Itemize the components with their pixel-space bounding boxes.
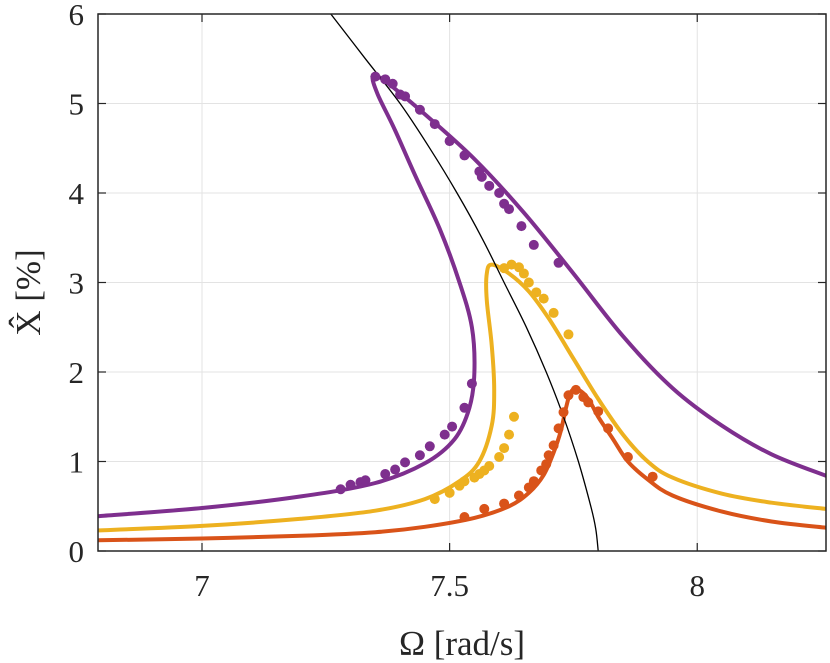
- series-1-point: [516, 221, 527, 232]
- series-1-point: [476, 171, 487, 182]
- x-tick-label: 8: [689, 568, 705, 603]
- series-1-point: [387, 78, 398, 89]
- series-2-point: [494, 452, 505, 463]
- series-1-point: [390, 464, 401, 475]
- series-2-point: [538, 293, 549, 304]
- series-2-point: [499, 263, 510, 274]
- x-tick-label: 7.5: [430, 568, 469, 603]
- series-2-point: [459, 476, 470, 487]
- series-3-point: [647, 471, 658, 482]
- series-2-point: [444, 487, 455, 498]
- y-tick-label: 1: [69, 445, 85, 480]
- series-2-point: [523, 277, 534, 288]
- series-1-point: [429, 119, 440, 130]
- y-tick-label: 6: [69, 0, 85, 32]
- series-1-point: [414, 450, 425, 461]
- series-1-point: [345, 479, 356, 490]
- series-1-point: [466, 378, 477, 389]
- y-tick-label: 2: [69, 355, 85, 390]
- series-1-line: [98, 73, 826, 519]
- series-1-point: [444, 136, 455, 147]
- series-3-point: [553, 423, 564, 434]
- series-2-point: [509, 411, 519, 422]
- series-1-point: [414, 104, 425, 115]
- series-1-point: [380, 74, 391, 85]
- series-2-point: [504, 429, 515, 440]
- grid: [98, 13, 826, 552]
- series-3-point: [593, 406, 604, 417]
- series-3-point: [499, 498, 510, 509]
- series-3-point: [603, 423, 614, 434]
- y-tick-label: 3: [69, 266, 85, 301]
- series-3-point: [622, 452, 633, 463]
- series-2-point: [484, 460, 495, 471]
- series-3-point: [548, 440, 559, 451]
- series-1-point: [528, 239, 539, 250]
- series-2-point: [429, 494, 440, 505]
- series-2-line: [98, 262, 826, 533]
- series-1-point: [400, 91, 411, 102]
- series-1-point: [494, 188, 505, 198]
- series-1-point: [400, 457, 411, 468]
- x-tick-label: 7: [194, 568, 210, 603]
- series-3-point: [513, 490, 524, 501]
- series-2-point: [563, 329, 574, 340]
- y-tick-label: 0: [69, 534, 85, 569]
- series-3-point: [479, 503, 490, 514]
- series-1-point: [360, 475, 371, 486]
- x-axis-label: Ω [rad/s]: [399, 624, 525, 663]
- series-2-point: [518, 268, 529, 279]
- series-3-point: [570, 384, 581, 395]
- backbone-line: [330, 14, 599, 551]
- series-1-point: [459, 150, 470, 161]
- series-2-point: [499, 443, 510, 454]
- series-3-point: [558, 407, 569, 418]
- series-2-point: [531, 287, 542, 298]
- series-1-point: [439, 429, 450, 440]
- series-1-point: [380, 469, 391, 480]
- y-tick-label: 5: [69, 87, 85, 122]
- series-2-point: [548, 307, 559, 318]
- series-3-point: [528, 476, 539, 487]
- series-1-point: [424, 441, 435, 452]
- y-tick-label: 4: [69, 176, 85, 211]
- series-1-point: [504, 204, 515, 215]
- ticks: 7 7.5 8 0 1 2 3 4 5 6: [69, 0, 826, 603]
- points: [335, 71, 658, 522]
- series-3-point: [563, 390, 574, 401]
- series-1-point: [335, 484, 346, 495]
- series-1-point: [447, 421, 458, 432]
- series-1-point: [553, 257, 564, 268]
- series-3-point: [459, 511, 470, 522]
- series-1-point: [484, 180, 495, 191]
- y-axis-label: X̂ [%]: [7, 249, 48, 336]
- series-1-point: [459, 402, 470, 413]
- series-3-point: [583, 397, 594, 408]
- series-3-point: [541, 459, 552, 470]
- series-3-point: [543, 450, 554, 461]
- series-1-point: [370, 71, 381, 82]
